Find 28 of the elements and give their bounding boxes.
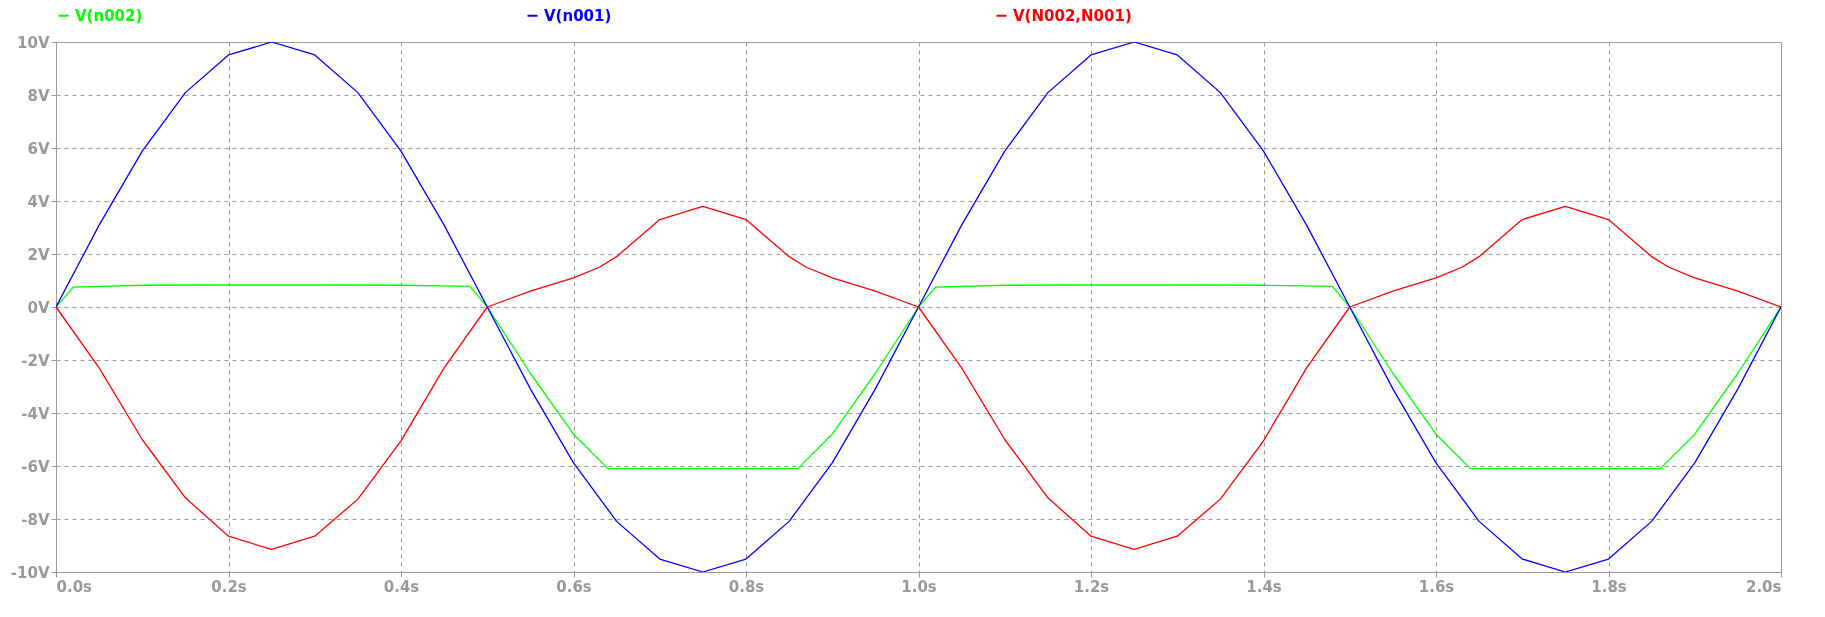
line-series xyxy=(56,284,1781,470)
x-tick-label: 0.0s xyxy=(56,577,93,596)
y-tick-label: 8V xyxy=(27,86,50,105)
x-tick-label: 1.0s xyxy=(901,577,937,596)
line-series xyxy=(56,205,1781,551)
y-tick-label: -8V xyxy=(21,510,50,529)
y-tick-label: 4V xyxy=(27,192,50,211)
y-tick-label: -2V xyxy=(21,351,50,370)
x-tick-label: 2.0s xyxy=(1745,577,1782,596)
legend-label: V(n001) xyxy=(544,6,612,25)
y-tick-label: -4V xyxy=(21,404,50,423)
x-tick-label: 1.4s xyxy=(1246,577,1282,596)
y-tick-label: -6V xyxy=(21,457,50,476)
x-tick-label: 1.2s xyxy=(1073,577,1110,596)
x-tick-label: 0.6s xyxy=(556,577,592,596)
x-tick-label: 0.8s xyxy=(728,577,765,596)
x-tick-label: 0.4s xyxy=(383,577,420,596)
y-tick-label: 2V xyxy=(27,245,50,264)
x-tick-label: 1.6s xyxy=(1418,577,1455,596)
y-tick-label: 0V xyxy=(27,298,50,317)
legend-label: V(N002,N001) xyxy=(1013,6,1132,25)
y-tick-label: 10V xyxy=(17,33,50,52)
x-tick-label: 0.2s xyxy=(211,577,247,596)
line-series xyxy=(56,42,1781,572)
y-tick-label: -10V xyxy=(10,563,50,582)
x-tick-label: 1.8s xyxy=(1591,577,1627,596)
y-tick-label: 6V xyxy=(27,139,50,158)
legend-label: V(n002) xyxy=(75,6,143,25)
